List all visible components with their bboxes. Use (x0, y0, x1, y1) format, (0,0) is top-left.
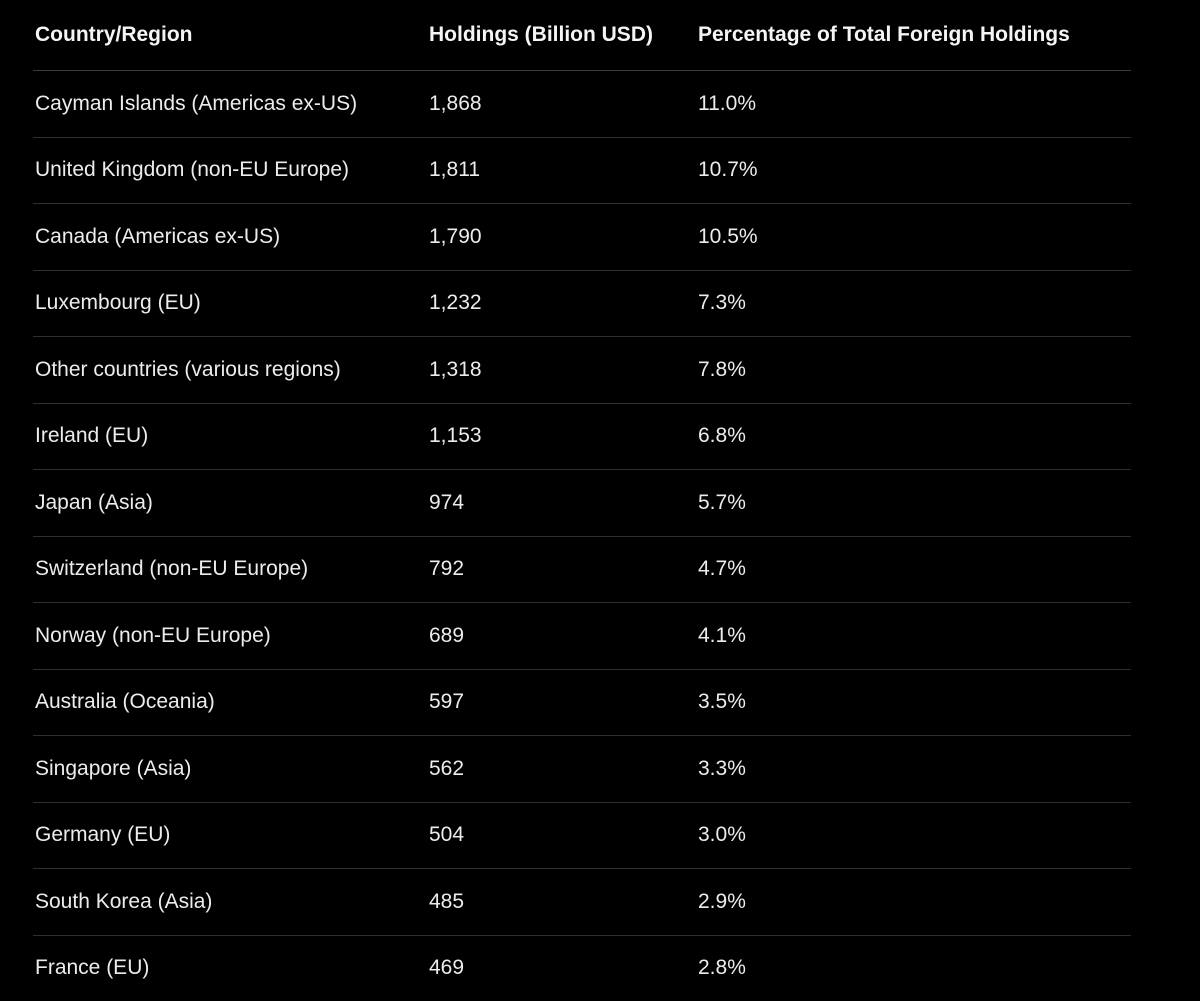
cell-percentage: 2.9% (696, 868, 1131, 936)
cell-holdings: 1,790 (427, 203, 696, 271)
cell-percentage: 3.0% (696, 802, 1131, 869)
cell-percentage: 4.7% (696, 536, 1131, 603)
table-row: South Korea (Asia) 485 2.9% (33, 868, 1131, 936)
cell-percentage: 5.7% (696, 469, 1131, 537)
table-header-row: Country/Region Holdings (Billion USD) Pe… (33, 0, 1131, 71)
header-percentage: Percentage of Total Foreign Holdings (696, 0, 1131, 71)
cell-country: South Korea (Asia) (33, 868, 427, 936)
cell-holdings: 562 (427, 735, 696, 803)
cell-holdings: 1,153 (427, 403, 696, 470)
cell-holdings: 1,318 (427, 336, 696, 404)
cell-country: Other countries (various regions) (33, 336, 427, 404)
cell-holdings: 1,232 (427, 270, 696, 337)
cell-holdings: 974 (427, 469, 696, 537)
cell-holdings: 1,811 (427, 137, 696, 204)
table-row: France (EU) 469 2.8% (33, 935, 1131, 1001)
cell-percentage: 6.8% (696, 403, 1131, 470)
cell-country: France (EU) (35, 956, 150, 980)
cell-percentage: 7.8% (696, 336, 1131, 404)
cell-percentage: 4.1% (696, 602, 1131, 670)
holdings-table-container: Country/Region Holdings (Billion USD) Pe… (33, 0, 1131, 1001)
table-row: Australia (Oceania) 597 3.5% (33, 669, 1131, 736)
cell-percentage: 7.3% (696, 270, 1131, 337)
header-country-region: Country/Region (33, 0, 427, 71)
cell-percentage: 3.3% (696, 735, 1131, 803)
cell-country: Australia (Oceania) (33, 669, 427, 736)
cell-percentage: 10.5% (696, 203, 1131, 271)
table-row: Other countries (various regions) 1,318 … (33, 336, 1131, 404)
cell-holdings: 469 (429, 956, 465, 980)
cell-holdings: 689 (427, 602, 696, 670)
cell-holdings: 504 (427, 802, 696, 869)
cell-country: Luxembourg (EU) (33, 270, 427, 337)
cell-country: Japan (Asia) (33, 469, 427, 537)
cell-country: Norway (non-EU Europe) (33, 602, 427, 670)
cell-country: Canada (Americas ex-US) (33, 203, 427, 271)
cell-country: Germany (EU) (33, 802, 427, 869)
cell-country: United Kingdom (non-EU Europe) (33, 137, 427, 204)
table-row: Cayman Islands (Americas ex-US) 1,868 11… (33, 70, 1131, 138)
holdings-table: Country/Region Holdings (Billion USD) Pe… (33, 0, 1131, 1001)
table-row: Canada (Americas ex-US) 1,790 10.5% (33, 203, 1131, 271)
cell-holdings: 597 (427, 669, 696, 736)
cell-percentage: 2.8% (698, 956, 746, 980)
cell-holdings: 792 (427, 536, 696, 603)
cell-percentage: 10.7% (696, 137, 1131, 204)
cell-country: Ireland (EU) (33, 403, 427, 470)
cell-country: Singapore (Asia) (33, 735, 427, 803)
table-row: Luxembourg (EU) 1,232 7.3% (33, 270, 1131, 337)
cell-country: Switzerland (non-EU Europe) (33, 536, 427, 603)
table-row: Singapore (Asia) 562 3.3% (33, 735, 1131, 803)
table-row: Switzerland (non-EU Europe) 792 4.7% (33, 536, 1131, 603)
cell-percentage: 3.5% (696, 669, 1131, 736)
cell-holdings: 1,868 (427, 70, 696, 138)
cell-country: Cayman Islands (Americas ex-US) (33, 70, 427, 138)
table-row: Japan (Asia) 974 5.7% (33, 469, 1131, 537)
table-row: United Kingdom (non-EU Europe) 1,811 10.… (33, 137, 1131, 204)
table-row: Ireland (EU) 1,153 6.8% (33, 403, 1131, 470)
table-row: Norway (non-EU Europe) 689 4.1% (33, 602, 1131, 670)
header-holdings: Holdings (Billion USD) (427, 0, 696, 71)
cell-holdings: 485 (427, 868, 696, 936)
table-row: Germany (EU) 504 3.0% (33, 802, 1131, 869)
cell-percentage: 11.0% (696, 70, 1131, 138)
